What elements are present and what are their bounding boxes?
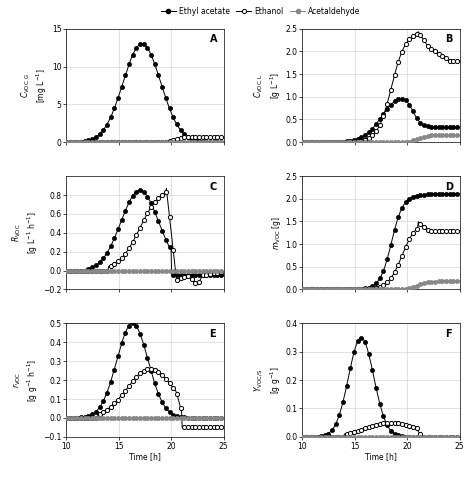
Text: D: D (446, 182, 454, 192)
Text: B: B (446, 35, 453, 45)
Y-axis label: $m_{\mathrm{VOC}}$ [g]: $m_{\mathrm{VOC}}$ [g] (270, 216, 283, 250)
Legend: Ethyl acetate, Ethanol, Acetaldehyde: Ethyl acetate, Ethanol, Acetaldehyde (158, 4, 364, 19)
Text: F: F (446, 329, 452, 339)
Text: E: E (210, 329, 216, 339)
Y-axis label: $C_{\mathrm{VOC,G}}$
[mg L$^{-1}$]: $C_{\mathrm{VOC,G}}$ [mg L$^{-1}$] (19, 68, 49, 103)
Y-axis label: $C_{\mathrm{VOC,L}}$
[g L$^{-1}$]: $C_{\mathrm{VOC,L}}$ [g L$^{-1}$] (253, 72, 283, 99)
Text: C: C (210, 182, 217, 192)
Y-axis label: $Y_{\mathrm{VOC/S}}$
[g g$^{-1}$]: $Y_{\mathrm{VOC/S}}$ [g g$^{-1}$] (252, 366, 283, 394)
Text: A: A (210, 35, 217, 45)
Y-axis label: $R_{\mathrm{VOC}}$
[g L$^{-1}$ h$^{-1}$]: $R_{\mathrm{VOC}}$ [g L$^{-1}$ h$^{-1}$] (10, 212, 40, 254)
X-axis label: Time [h]: Time [h] (129, 452, 161, 461)
X-axis label: Time [h]: Time [h] (365, 452, 397, 461)
Y-axis label: $r_{\mathrm{VOC}}$
[g g$^{-1}$ h$^{-1}$]: $r_{\mathrm{VOC}}$ [g g$^{-1}$ h$^{-1}$] (11, 359, 40, 402)
